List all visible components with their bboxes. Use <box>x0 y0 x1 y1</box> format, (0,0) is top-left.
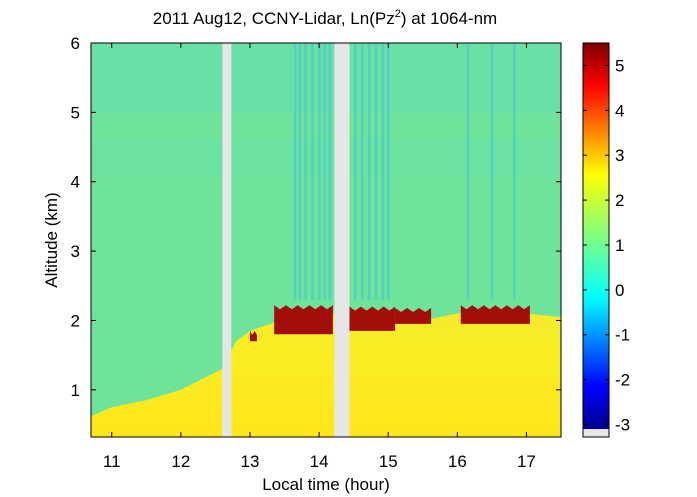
colorbar-tick-label: -1 <box>615 326 630 345</box>
cloud-streak <box>387 43 390 300</box>
colorbar-frame <box>582 42 610 438</box>
x-tick-label: 17 <box>517 452 536 471</box>
missing-data-gap <box>222 43 232 437</box>
cloud-streak <box>293 43 297 300</box>
x-tick-label: 11 <box>103 452 121 471</box>
colorbar-tick-label: 0 <box>615 281 624 300</box>
cloud-blob <box>460 305 530 324</box>
cloud-streak <box>354 43 357 300</box>
missing-data-gaps <box>222 43 350 437</box>
cloud-streak <box>466 43 470 300</box>
colorbar-tick-label: -3 <box>615 416 630 435</box>
x-axis: 11 12 13 14 15 16 17 <box>103 43 536 471</box>
cloud-streak <box>304 43 307 300</box>
y-tick-label: 3 <box>71 242 80 261</box>
colorbar-tick-label: 4 <box>615 101 624 120</box>
colorbar-tick-label: 1 <box>615 236 624 255</box>
x-tick-label: 16 <box>448 452 467 471</box>
x-tick-label: 12 <box>171 452 190 471</box>
colorbar-tick-label: 2 <box>615 191 624 210</box>
cloud-streak <box>328 43 331 300</box>
x-tick-label: 13 <box>241 452 260 471</box>
cloud-streak <box>311 43 314 300</box>
colorbar-nodata-swatch <box>583 429 609 437</box>
cloud-blob <box>395 308 432 324</box>
plot-area <box>91 43 561 437</box>
cloud-streak <box>323 43 327 300</box>
y-tick-label: 6 <box>71 34 80 53</box>
y-axis: 1 2 3 4 5 6 <box>71 34 561 400</box>
y-tick-label: 2 <box>71 311 80 330</box>
cloud-blob <box>274 305 333 335</box>
cloud-streak <box>298 43 302 300</box>
colorbar: -3 -2 -1 0 1 2 3 4 5 <box>582 42 630 438</box>
y-tick-label: 5 <box>71 103 80 122</box>
colorbar-tick-label: 5 <box>615 56 624 75</box>
cloud-streak <box>318 43 321 300</box>
colorbar-ticks: -3 -2 -1 0 1 2 3 4 5 <box>583 56 630 435</box>
cloud-streak <box>360 43 364 300</box>
y-tick-label: 1 <box>71 381 80 400</box>
y-axis-label: Altitude (km) <box>42 192 61 287</box>
cloud-streak <box>367 43 371 300</box>
x-tick-label: 14 <box>310 452 329 471</box>
cloud-streak <box>513 43 516 300</box>
cloud-blob <box>250 330 257 342</box>
x-tick-label: 15 <box>379 452 398 471</box>
chart-title: 2011 Aug12, CCNY-Lidar, Ln(Pz2) at 1064-… <box>153 8 497 28</box>
cloud-layer <box>250 305 530 342</box>
plot-frame <box>90 42 562 438</box>
cloud-streak <box>490 43 494 300</box>
y-tick-label: 4 <box>71 173 80 192</box>
x-axis-label: Local time (hour) <box>262 475 390 494</box>
boundary-layer-area <box>91 310 561 437</box>
colorbar-tick-label: 3 <box>615 146 624 165</box>
missing-data-gap <box>334 43 350 437</box>
cloud-streak <box>381 43 385 300</box>
cloud-streak <box>374 43 378 300</box>
cloud-streaks <box>293 43 516 300</box>
cloud-blob <box>349 306 396 331</box>
colorbar-gradient <box>583 43 609 429</box>
colorbar-tick-label: -2 <box>615 371 630 390</box>
